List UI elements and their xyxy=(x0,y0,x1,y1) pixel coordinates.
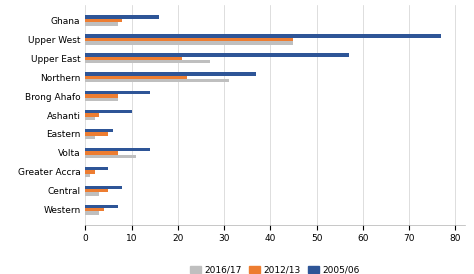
Bar xyxy=(85,79,228,82)
Bar xyxy=(85,151,118,155)
Bar xyxy=(85,110,132,113)
Bar xyxy=(85,170,95,173)
Bar xyxy=(85,204,118,208)
Bar xyxy=(85,38,293,41)
Bar xyxy=(85,76,187,79)
Bar xyxy=(85,41,293,45)
Bar xyxy=(85,72,256,76)
Bar xyxy=(85,113,99,117)
Bar xyxy=(85,53,349,57)
Bar xyxy=(85,148,150,151)
Bar xyxy=(85,34,441,38)
Bar xyxy=(85,15,159,19)
Bar xyxy=(85,185,122,189)
Bar xyxy=(85,211,99,215)
Bar xyxy=(85,95,118,98)
Bar xyxy=(85,57,182,60)
Bar xyxy=(85,189,109,192)
Bar xyxy=(85,192,99,196)
Bar xyxy=(85,208,104,211)
Bar xyxy=(85,155,136,158)
Bar xyxy=(85,98,118,101)
Bar xyxy=(85,167,109,170)
Bar xyxy=(85,19,122,22)
Bar xyxy=(85,136,95,139)
Legend: 2016/17, 2012/13, 2005/06: 2016/17, 2012/13, 2005/06 xyxy=(186,262,364,274)
Bar xyxy=(85,129,113,132)
Bar xyxy=(85,91,150,95)
Bar xyxy=(85,22,118,26)
Bar xyxy=(85,60,210,64)
Bar xyxy=(85,132,109,136)
Bar xyxy=(85,117,95,120)
Bar xyxy=(85,173,90,177)
